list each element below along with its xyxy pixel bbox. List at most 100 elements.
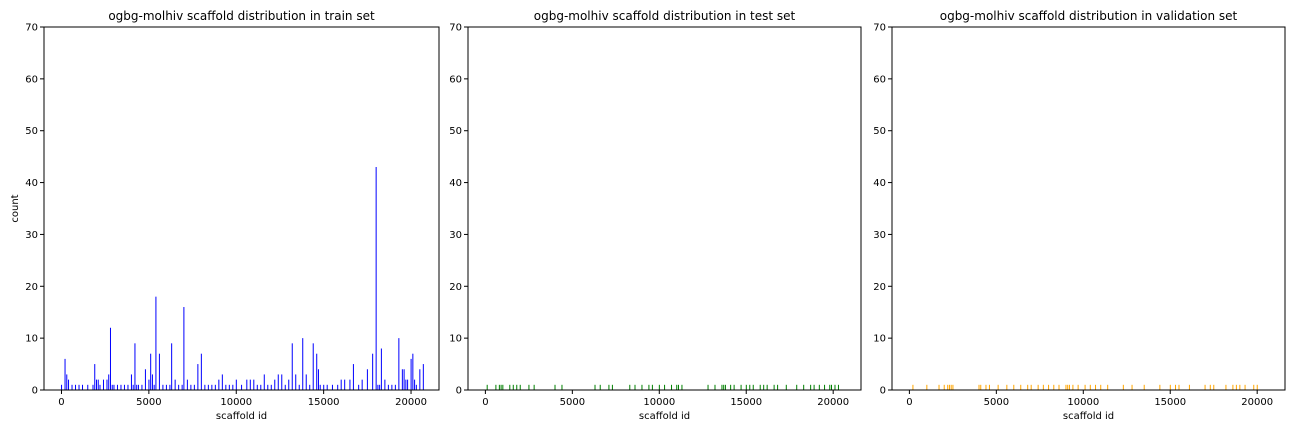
bar bbox=[831, 384, 832, 390]
bar bbox=[943, 384, 945, 390]
bar bbox=[752, 384, 754, 390]
bar bbox=[380, 348, 382, 390]
x-tick-label: 5000 bbox=[560, 397, 585, 408]
x-tick-label: 0 bbox=[482, 397, 488, 408]
bar bbox=[500, 384, 502, 390]
x-axis-label-train: scaffold id bbox=[216, 411, 267, 422]
bar bbox=[197, 364, 199, 390]
bar bbox=[1188, 384, 1190, 390]
bar bbox=[68, 379, 70, 390]
bar bbox=[834, 384, 836, 390]
x-tick-label: 0 bbox=[58, 397, 64, 408]
bar bbox=[1244, 384, 1246, 390]
bar bbox=[137, 384, 139, 390]
bar bbox=[980, 384, 982, 390]
bar bbox=[837, 384, 839, 390]
bar bbox=[1213, 384, 1215, 390]
bar bbox=[225, 384, 227, 390]
y-tick-label: 10 bbox=[25, 334, 38, 345]
bar bbox=[1122, 384, 1124, 390]
bar bbox=[200, 353, 202, 390]
y-tick-label: 20 bbox=[25, 282, 38, 293]
bar bbox=[415, 384, 417, 390]
bar bbox=[204, 384, 206, 390]
bar bbox=[361, 379, 363, 390]
bar bbox=[1175, 384, 1177, 390]
bar bbox=[102, 379, 104, 390]
bar bbox=[1204, 384, 1206, 390]
bar bbox=[1065, 384, 1067, 390]
y-tick-label: 60 bbox=[873, 74, 886, 85]
bar bbox=[997, 384, 999, 390]
bar bbox=[1020, 384, 1022, 390]
bars-test bbox=[486, 384, 839, 390]
bar bbox=[978, 384, 980, 390]
bar bbox=[344, 379, 346, 390]
bar bbox=[766, 384, 768, 390]
bar bbox=[190, 384, 192, 390]
bar bbox=[1143, 384, 1145, 390]
bar bbox=[745, 384, 747, 390]
bar bbox=[384, 379, 386, 390]
bar bbox=[1053, 384, 1055, 390]
bar bbox=[1030, 384, 1032, 390]
bar bbox=[1006, 384, 1008, 390]
bar bbox=[419, 369, 421, 390]
bar bbox=[785, 384, 787, 390]
bar bbox=[749, 384, 751, 390]
bar bbox=[658, 384, 660, 390]
bar bbox=[938, 384, 940, 390]
bar bbox=[305, 374, 307, 390]
y-tick-label: 70 bbox=[25, 23, 38, 34]
bar bbox=[629, 384, 631, 390]
bar bbox=[401, 369, 403, 390]
bar bbox=[796, 384, 798, 390]
bar bbox=[97, 379, 99, 390]
x-tick-label: 20000 bbox=[395, 397, 427, 408]
bar bbox=[498, 384, 500, 390]
bar bbox=[379, 384, 381, 390]
bar bbox=[316, 353, 318, 390]
bar bbox=[94, 364, 96, 390]
bar bbox=[291, 343, 293, 390]
axes-frame-test bbox=[467, 26, 862, 391]
bar bbox=[82, 384, 84, 390]
bar bbox=[274, 379, 276, 390]
y-tick-label: 10 bbox=[449, 334, 462, 345]
bar bbox=[714, 384, 716, 390]
bar bbox=[71, 384, 73, 390]
bar bbox=[281, 374, 283, 390]
bar bbox=[724, 384, 726, 390]
bar bbox=[512, 384, 514, 390]
bar bbox=[1100, 384, 1102, 390]
bar bbox=[1107, 384, 1109, 390]
bar bbox=[331, 384, 333, 390]
bar bbox=[495, 384, 497, 390]
bar bbox=[61, 384, 63, 390]
bar bbox=[721, 384, 723, 390]
bar bbox=[155, 296, 157, 390]
bar bbox=[803, 384, 805, 390]
y-tick-label: 30 bbox=[873, 230, 886, 241]
bar bbox=[611, 384, 613, 390]
bar bbox=[183, 307, 185, 390]
x-tick-label: 0 bbox=[906, 397, 912, 408]
bar bbox=[1225, 384, 1227, 390]
bar bbox=[733, 384, 735, 390]
bar bbox=[214, 384, 216, 390]
bar bbox=[181, 384, 183, 390]
bar bbox=[123, 384, 125, 390]
bar bbox=[1067, 384, 1069, 390]
bar bbox=[730, 384, 732, 390]
chart-title-train: ogbg-molhiv scaffold distribution in tra… bbox=[108, 9, 375, 23]
bar bbox=[912, 384, 914, 390]
bar bbox=[1178, 384, 1180, 390]
bar bbox=[414, 379, 416, 390]
bar bbox=[707, 384, 709, 390]
bar bbox=[193, 384, 195, 390]
bar bbox=[207, 384, 209, 390]
y-axis-label-train: count bbox=[10, 194, 21, 222]
bar bbox=[96, 379, 97, 390]
bar bbox=[676, 384, 678, 390]
